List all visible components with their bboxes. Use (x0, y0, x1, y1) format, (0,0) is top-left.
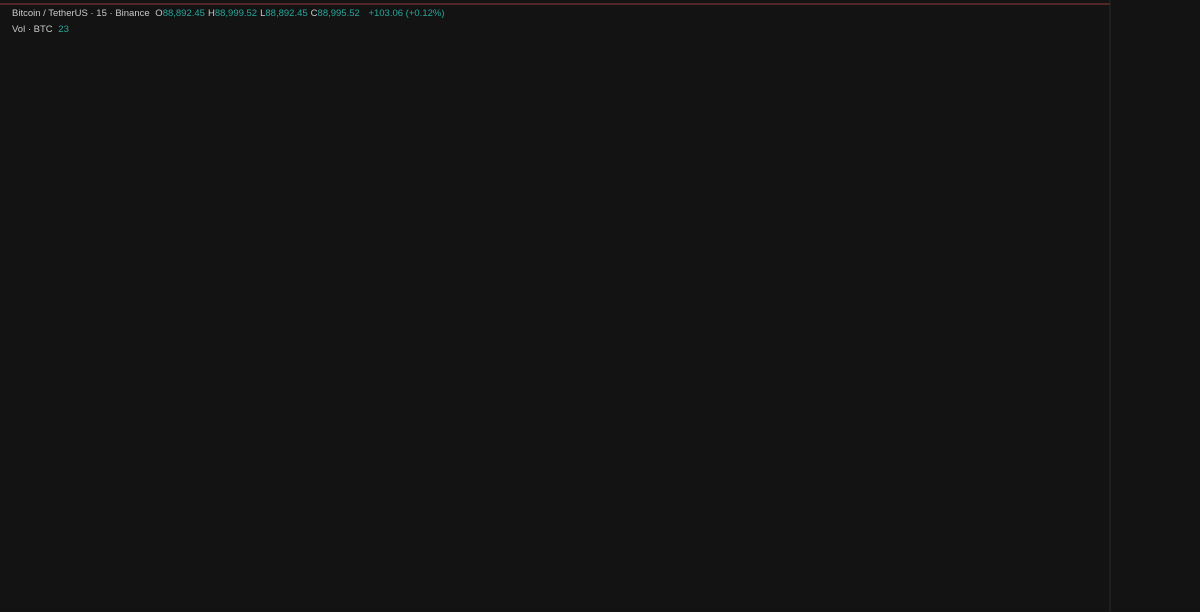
ohlc-value: 88,999.52 (214, 8, 258, 19)
symbol: Bitcoin / TetherUS · 15 · Binance (12, 8, 150, 19)
ohlc-key: O (155, 8, 163, 19)
ohlc-value: 88,892.45 (162, 8, 205, 19)
change: +103.06 (+0.12%) (368, 8, 445, 19)
volume-value: 23 (58, 24, 69, 35)
volume-label: Vol · BTC (12, 24, 53, 35)
ohlc: O88,892.45 H88,999.52 L88,892.45 C88,995.52 (155, 8, 363, 19)
header-line: Bitcoin / TetherUS · 15 · Binance O88,89… (12, 8, 448, 19)
ohlc-key: H (207, 8, 215, 19)
volume-line: Vol · BTC 23 (12, 24, 72, 35)
ohlc-value: 88,892.45 (265, 8, 308, 19)
ohlc-key: C (310, 8, 318, 19)
ohlc-key: L (260, 8, 266, 19)
ohlc-value: 88,995.52 (317, 8, 360, 19)
